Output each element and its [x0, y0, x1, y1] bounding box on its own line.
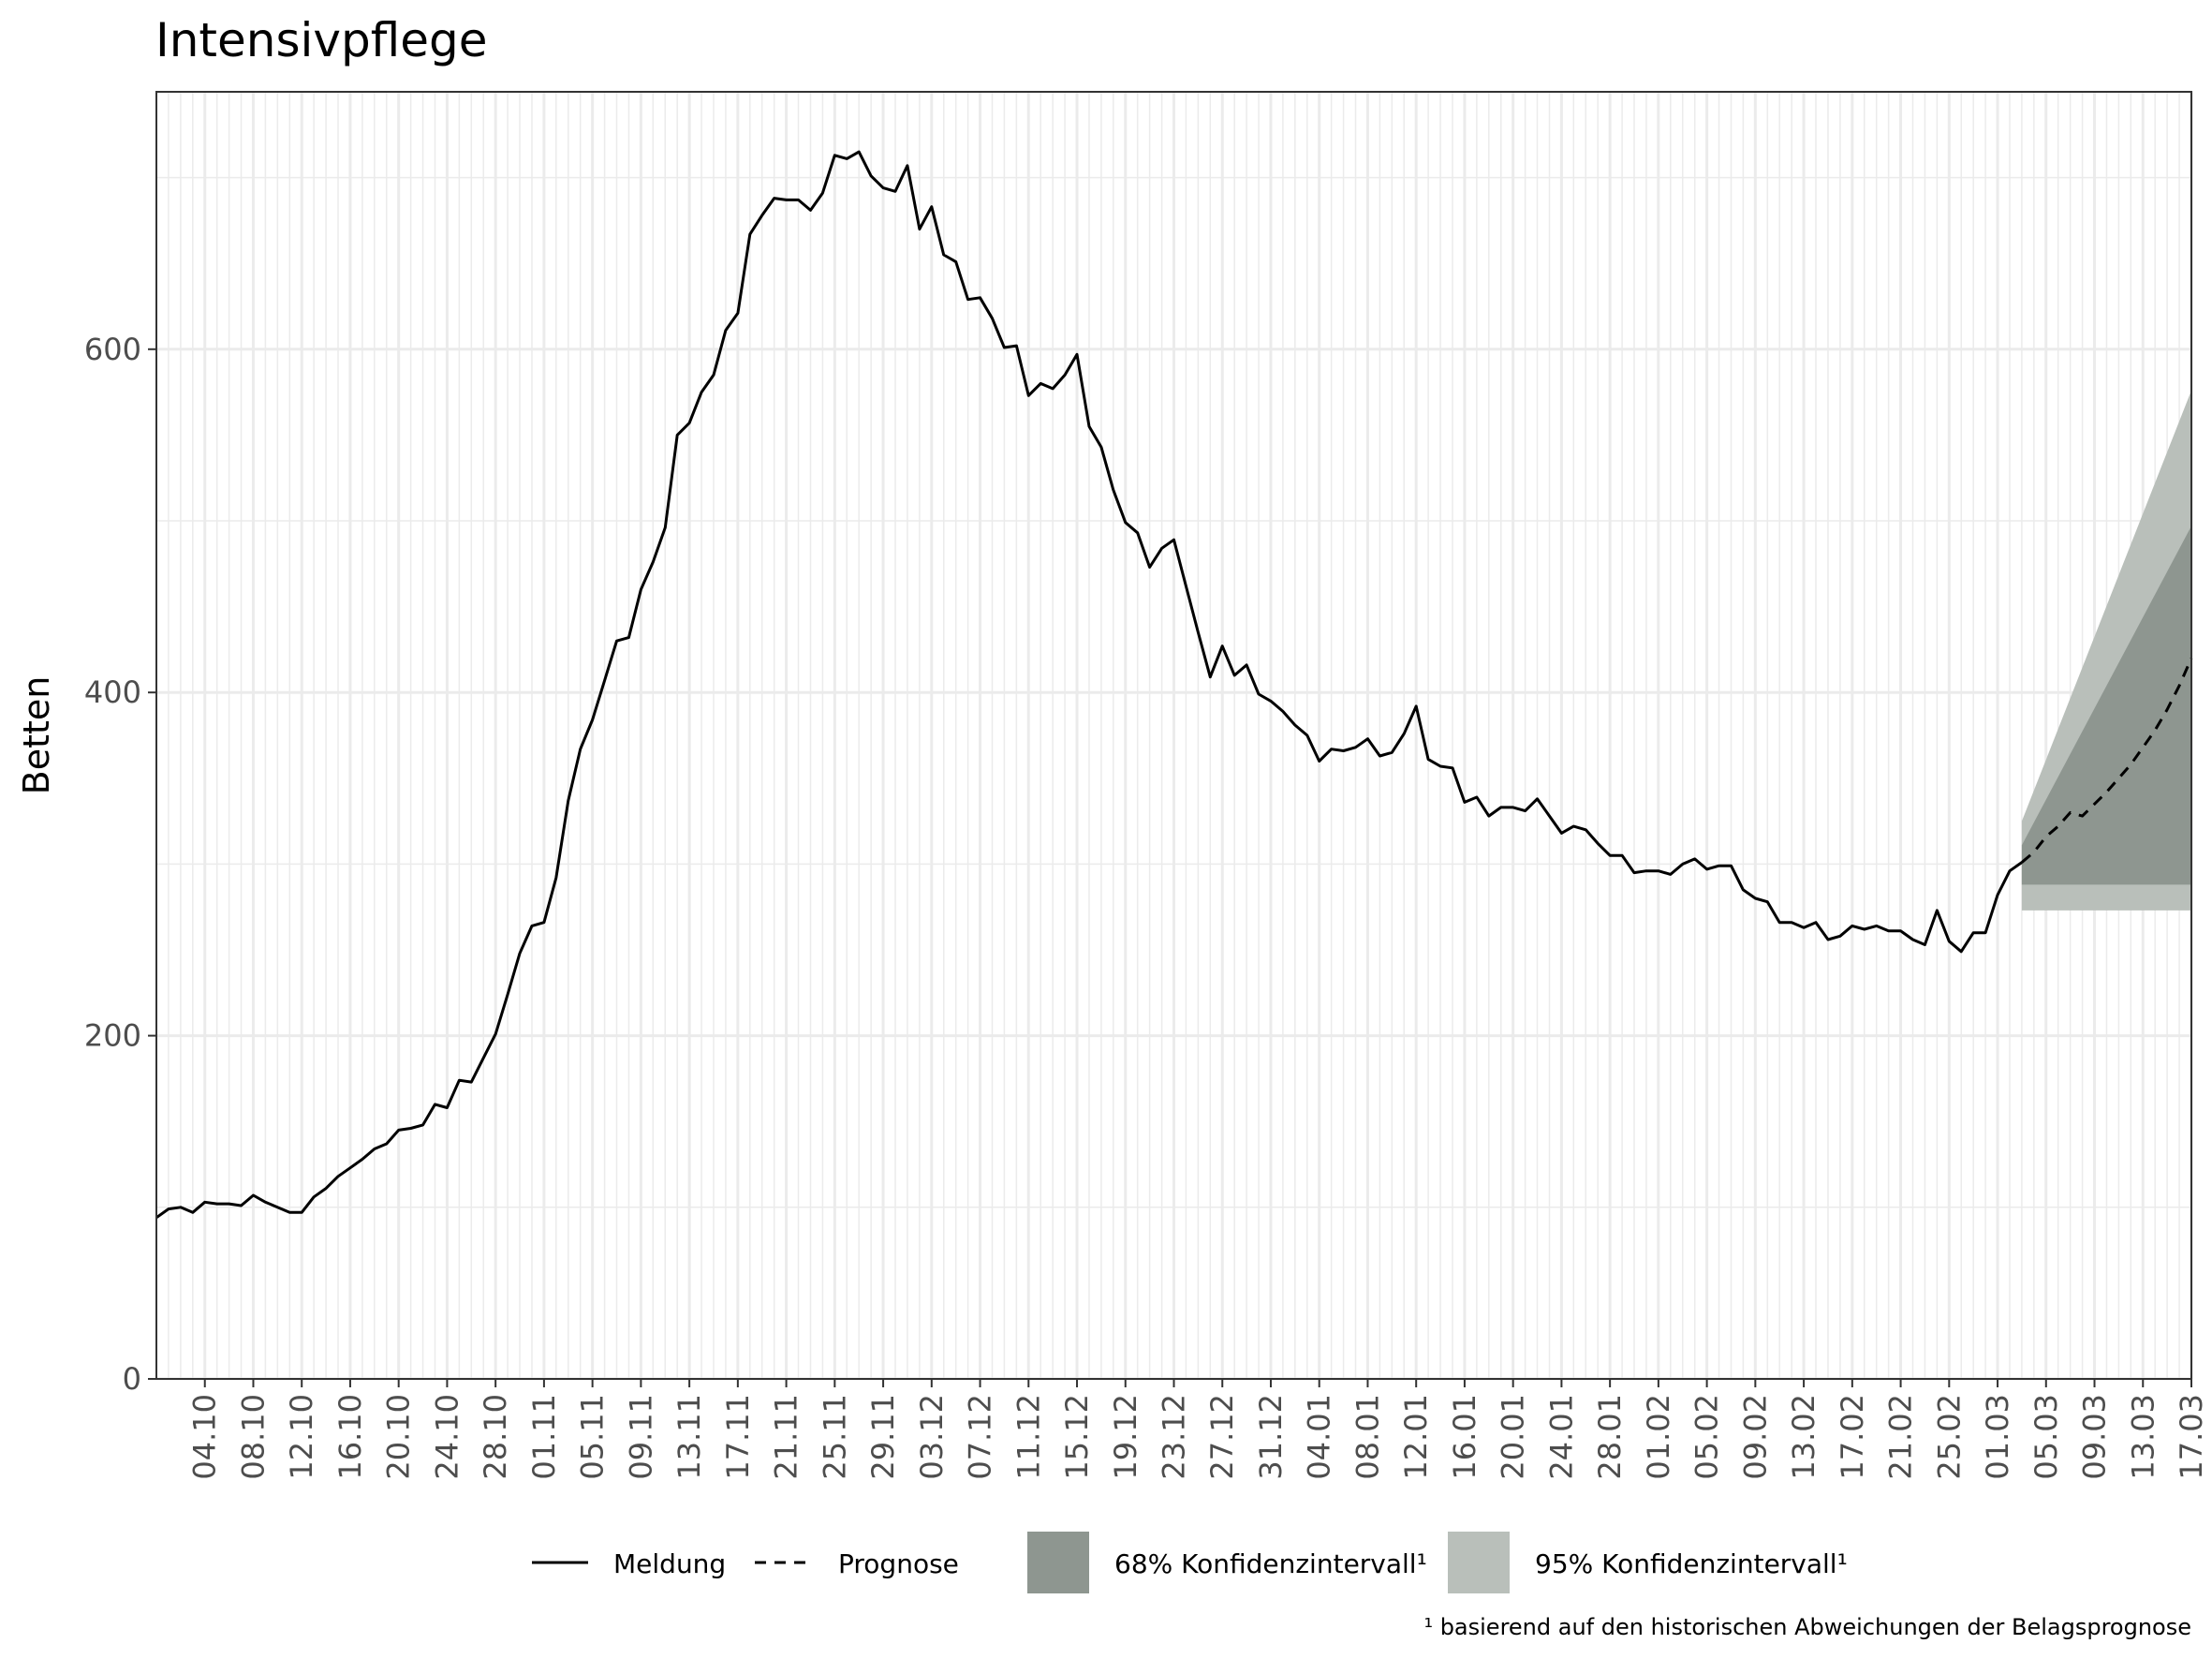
x-tick-label: 12.01 [1398, 1394, 1434, 1480]
legend-ci95-label: 95% Konfidenzintervall¹ [1535, 1548, 1848, 1579]
y-tick-label: 200 [84, 1018, 141, 1054]
x-tick-label: 19.12 [1108, 1394, 1143, 1480]
legend-ci68-label: 68% Konfidenzintervall¹ [1114, 1548, 1427, 1579]
x-tick-label: 11.12 [1010, 1394, 1046, 1480]
series-line-meldung [155, 150, 2023, 1220]
x-tick-label: 28.10 [478, 1394, 513, 1480]
x-tick-label: 20.10 [381, 1394, 417, 1480]
confidence-band [2021, 526, 2191, 885]
y-tick-label: 600 [84, 332, 141, 367]
legend: Meldung Prognose 68% Konfidenzintervall¹… [532, 1532, 1848, 1593]
x-axis: 04.10 08.10 12.10 16.10 20.10 24.10 28.10 01.11… [187, 1379, 2209, 1480]
x-tick-label: 17.02 [1835, 1394, 1870, 1480]
x-tick-label: 09.03 [2077, 1394, 2113, 1480]
x-tick-label: 05.03 [2028, 1394, 2064, 1480]
x-tick-label: 16.01 [1447, 1394, 1482, 1480]
x-tick-label: 27.12 [1204, 1394, 1240, 1480]
x-tick-label: 31.12 [1253, 1394, 1289, 1480]
y-axis: 0 200 400 600 [84, 332, 156, 1397]
x-tick-label: 13.02 [1786, 1394, 1821, 1480]
chart-title: Intensivpflege [155, 13, 488, 67]
x-tick-label: 28.01 [1592, 1394, 1628, 1480]
legend-ci68-swatch [1027, 1532, 1089, 1593]
series-lines [155, 150, 2193, 1220]
y-tick-label: 400 [84, 674, 141, 710]
x-tick-label: 03.12 [914, 1394, 950, 1480]
x-tick-label: 24.10 [429, 1394, 465, 1480]
x-tick-label: 05.02 [1689, 1394, 1725, 1480]
x-tick-label: 07.12 [963, 1394, 998, 1480]
x-tick-label: 15.12 [1059, 1394, 1095, 1480]
x-tick-label: 23.12 [1157, 1394, 1192, 1480]
x-tick-label: 08.10 [236, 1394, 272, 1480]
x-tick-label: 12.10 [284, 1394, 319, 1480]
x-tick-label: 25.02 [1931, 1394, 1967, 1480]
y-axis-label: Betten [16, 676, 57, 795]
y-tick-label: 0 [123, 1361, 141, 1397]
x-tick-label: 24.01 [1543, 1394, 1579, 1480]
x-tick-label: 04.01 [1302, 1394, 1337, 1480]
footnote: ¹ basierend auf den historischen Abweich… [1423, 1614, 2191, 1640]
legend-ci95-swatch [1448, 1532, 1510, 1593]
x-tick-label: 13.03 [2125, 1394, 2160, 1480]
x-tick-label: 05.11 [575, 1394, 611, 1480]
series-line-prognose [2020, 657, 2193, 864]
x-tick-label: 04.10 [187, 1394, 223, 1480]
x-tick-label: 08.01 [1350, 1394, 1386, 1480]
x-tick-label: 09.02 [1737, 1394, 1773, 1480]
x-tick-label: 20.01 [1496, 1394, 1531, 1480]
legend-meldung-label: Meldung [613, 1548, 726, 1579]
legend-prognose-label: Prognose [838, 1548, 959, 1579]
x-tick-label: 21.11 [769, 1394, 804, 1480]
x-tick-label: 01.03 [1980, 1394, 2015, 1480]
x-tick-label: 29.11 [865, 1394, 901, 1480]
x-tick-label: 01.02 [1641, 1394, 1676, 1480]
x-tick-label: 21.02 [1883, 1394, 1919, 1480]
confidence-bands [2021, 390, 2191, 911]
x-tick-label: 25.11 [817, 1394, 852, 1480]
x-tick-label: 17.03 [2174, 1394, 2209, 1480]
x-tick-label: 01.11 [526, 1394, 562, 1480]
x-tick-label: 17.11 [720, 1394, 756, 1480]
x-tick-label: 16.10 [332, 1394, 368, 1480]
grid [155, 92, 2193, 1381]
x-tick-label: 13.11 [671, 1394, 707, 1480]
x-tick-label: 09.11 [623, 1394, 658, 1480]
